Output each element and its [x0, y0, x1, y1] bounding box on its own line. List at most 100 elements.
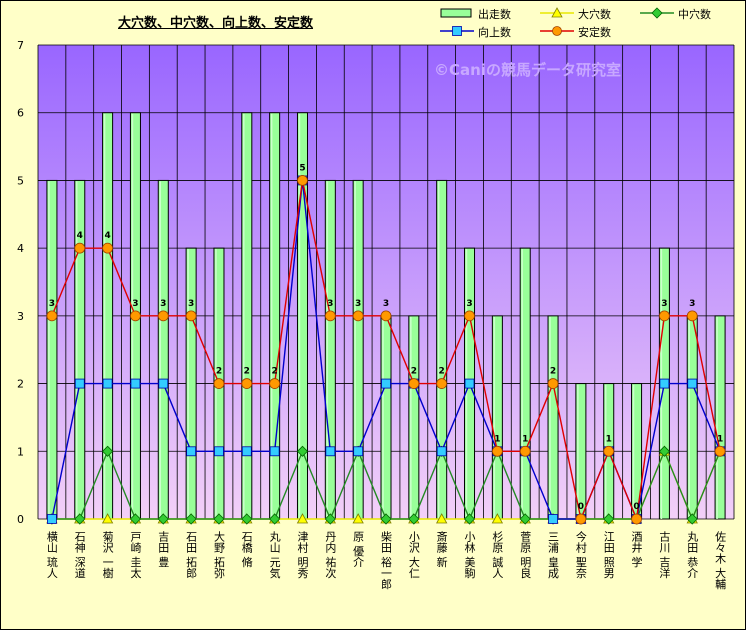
data-label: 2: [244, 367, 250, 377]
marker-diamond: [603, 513, 615, 525]
x-tick-label: 津村 明秀: [296, 531, 309, 579]
legend-bar-swatch: [440, 8, 472, 18]
x-tick-label: 大野 拓弥: [212, 530, 225, 579]
x-tick-label: 石神 深道: [73, 531, 86, 579]
marker-diamond: [185, 513, 197, 525]
marker-circle: [297, 175, 308, 186]
y-tick-label: 5: [17, 174, 24, 187]
x-tick-label: 原 優介: [352, 531, 365, 568]
marker-square: [102, 378, 113, 389]
marker-circle: [380, 310, 392, 322]
x-tick-label: 小沢 大仁: [407, 531, 420, 579]
data-label: 3: [466, 299, 472, 309]
marker-circle: [464, 310, 475, 322]
legend-label: 大穴数: [578, 8, 611, 21]
marker-circle: [436, 378, 448, 389]
marker-circle: [659, 310, 670, 322]
marker-circle: [102, 242, 113, 254]
marker-diamond: [658, 445, 670, 457]
data-label: 2: [216, 367, 222, 377]
marker-triangle: [352, 513, 364, 524]
legend-circle-swatch: [540, 26, 574, 36]
x-tick-label: 吉田 豊: [157, 531, 170, 568]
marker-diamond: [519, 513, 531, 525]
data-label: 4: [104, 231, 110, 241]
marker-square: [74, 378, 85, 389]
marker-square: [687, 378, 698, 389]
marker-circle: [491, 445, 503, 457]
marker-circle: [241, 378, 253, 389]
marker-diamond: [129, 513, 142, 525]
data-label: 3: [160, 299, 166, 309]
x-tick-label: 酒井 学: [630, 531, 643, 568]
marker-circle: [575, 513, 587, 525]
data-label: 1: [717, 434, 723, 444]
y-tick-label: 4: [17, 242, 24, 255]
x-tick-label: 丸山 元気: [268, 531, 281, 579]
marker-diamond: [408, 513, 420, 525]
x-tick-label: 戸崎 圭太: [129, 531, 142, 579]
marker-square: [464, 378, 475, 389]
marker-diamond: [102, 445, 114, 457]
y-tick-label: 1: [17, 445, 24, 458]
marker-square: [186, 446, 197, 457]
x-tick-label: 佐々木 大輔: [714, 530, 727, 590]
marker-circle: [324, 310, 336, 322]
y-axis-ticks: 0 1 2 3 4 5 6 7: [17, 39, 24, 526]
legend-diamond-swatch: [640, 7, 674, 19]
marker-circle: [547, 378, 559, 389]
marker-circle: [269, 378, 281, 389]
y-tick-label: 2: [17, 378, 24, 391]
data-label: 2: [272, 367, 278, 377]
marker-circle: [631, 513, 642, 525]
data-label: 2: [411, 367, 417, 377]
data-label: 4: [77, 231, 83, 241]
chart-title: 大穴数、中穴数、向上数、安定数: [118, 16, 314, 31]
legend-label: 出走数: [478, 8, 511, 21]
x-tick-label: 横山 琉人: [45, 530, 58, 579]
x-tick-label: 丸田 恭介: [686, 531, 699, 579]
marker-circle: [46, 310, 58, 322]
x-tick-label: 柴田 裕一郎: [380, 530, 393, 590]
legend-label: 安定数: [578, 26, 611, 39]
marker-circle: [157, 310, 169, 322]
x-axis-labels: 横山 琉人 石神 深道 菊沢 一樹 戸崎 圭太 吉田 豊 石田 拓郎 大野 拓弥 石橋 脩 丸山…: [45, 530, 726, 590]
marker-circle: [408, 378, 420, 389]
marker-triangle: [101, 513, 114, 524]
marker-square: [381, 378, 391, 389]
data-label: 3: [661, 299, 667, 309]
data-label: 3: [383, 299, 389, 309]
marker-square: [659, 378, 670, 389]
data-label: 2: [439, 367, 445, 377]
marker-diamond: [74, 513, 86, 525]
legend-label: 中穴数: [678, 8, 711, 21]
marker-diamond: [296, 445, 309, 457]
x-tick-label: 古川 吉洋: [658, 531, 671, 579]
y-tick-label: 0: [17, 513, 24, 526]
marker-triangle: [296, 513, 309, 524]
x-tick-label: 杉原 誠人: [491, 530, 504, 579]
marker-square: [353, 446, 364, 457]
marker-circle: [603, 445, 615, 457]
y-tick-label: 3: [17, 310, 24, 323]
marker-circle: [519, 445, 531, 457]
x-tick-label: 今村 聖奈: [574, 530, 587, 579]
x-tick-label: 斎藤 新: [435, 530, 448, 568]
x-tick-label: 菅原 明良: [519, 531, 532, 579]
x-tick-label: 小林 美駒: [463, 531, 476, 579]
marker-circle: [686, 310, 698, 322]
series-markers: [46, 175, 726, 525]
marker-diamond: [324, 513, 336, 525]
legend-square-swatch: [440, 26, 474, 36]
marker-square: [548, 514, 558, 524]
marker-diamond: [157, 513, 169, 525]
y-tick-label: 6: [17, 107, 24, 120]
marker-square: [269, 446, 280, 457]
marker-circle: [714, 445, 726, 457]
marker-square: [47, 514, 57, 524]
data-label: 3: [689, 299, 695, 309]
marker-diamond: [463, 513, 476, 525]
legend-triangle-swatch: [540, 7, 574, 18]
marker-circle: [185, 310, 197, 322]
